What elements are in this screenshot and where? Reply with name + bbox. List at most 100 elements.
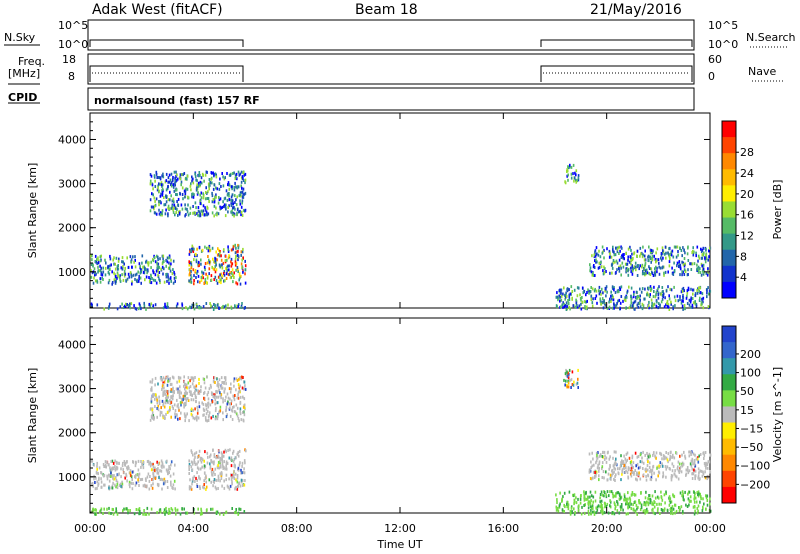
power-data-cell — [707, 271, 709, 275]
power-data-cell — [588, 291, 590, 295]
power-data-cell — [169, 198, 171, 202]
power-data-cell — [568, 295, 571, 299]
power-data-cell — [668, 294, 670, 298]
power-data-cell — [216, 213, 218, 217]
velocity-data-cell — [235, 508, 237, 511]
power-data-cell — [213, 198, 216, 202]
power-data-cell — [91, 271, 94, 275]
velocity-data-cell — [592, 510, 594, 514]
power-data-cell — [683, 248, 685, 252]
power-data-cell — [200, 196, 203, 200]
power-data-cell — [117, 275, 119, 279]
velocity-data-cell — [593, 510, 595, 514]
power-data-cell — [220, 254, 222, 258]
power-data-cell — [637, 301, 640, 305]
power-data-cell — [220, 281, 222, 285]
velocity-data-cell — [164, 480, 166, 483]
velocity-data-cell — [657, 465, 659, 469]
velocity-data-cell — [629, 498, 632, 502]
power-data-cell — [677, 253, 679, 257]
power-data-cell — [612, 259, 615, 262]
power-data-cell — [637, 305, 640, 309]
power-data-cell — [697, 259, 699, 263]
velocity-data-cell — [567, 385, 570, 389]
velocity-data-cell — [618, 511, 621, 515]
velocity-data-cell — [209, 466, 212, 470]
power-data-cell — [619, 301, 622, 305]
velocity-data-cell — [222, 411, 224, 415]
power-data-cell — [175, 276, 177, 280]
power-data-cell — [148, 261, 150, 265]
velocity-data-cell — [243, 471, 246, 475]
velocity-data-cell — [150, 397, 153, 401]
velocity-data-cell — [563, 491, 566, 495]
velocity-data-cell — [650, 476, 653, 479]
power-colorbar-segment — [722, 233, 736, 251]
power-data-cell — [566, 288, 568, 292]
power-data-cell — [618, 267, 620, 270]
velocity-data-cell — [192, 408, 194, 412]
power-data-cell — [157, 255, 159, 259]
power-data-cell — [190, 249, 192, 253]
power-data-cell — [133, 304, 135, 308]
velocity-data-cell — [121, 480, 123, 484]
power-data-cell — [636, 249, 639, 253]
velocity-data-cell — [645, 503, 647, 507]
power-data-cell — [599, 255, 602, 259]
velocity-data-cell — [672, 507, 675, 511]
power-data-cell — [244, 272, 246, 276]
velocity-data-cell — [657, 507, 659, 511]
velocity-data-cell — [219, 512, 221, 516]
velocity-ytick-label: 4000 — [58, 338, 86, 351]
velocity-data-cell — [108, 474, 111, 478]
velocity-data-cell — [221, 460, 224, 463]
power-data-cell — [161, 187, 164, 191]
power-data-cell — [218, 198, 221, 202]
power-data-cell — [567, 301, 570, 305]
power-data-cell — [181, 207, 184, 211]
velocity-data-cell — [188, 472, 190, 475]
power-data-cell — [656, 300, 658, 304]
velocity-data-cell — [244, 387, 247, 391]
power-data-cell — [692, 301, 695, 305]
power-data-cell — [232, 280, 234, 284]
velocity-data-cell — [215, 401, 218, 405]
velocity-panel-frame — [89, 317, 711, 514]
power-data-cell — [629, 255, 632, 259]
power-data-cell — [211, 265, 213, 269]
velocity-data-cell — [225, 511, 227, 515]
velocity-data-cell — [615, 457, 617, 461]
power-data-cell — [601, 251, 604, 255]
velocity-data-cell — [195, 451, 198, 455]
power-data-cell — [223, 305, 226, 309]
velocity-data-cell — [654, 512, 656, 516]
velocity-data-cell — [647, 474, 650, 478]
velocity-colorbar-segment — [722, 470, 736, 488]
velocity-data-cell — [677, 465, 679, 469]
velocity-data-cell — [583, 493, 585, 497]
velocity-data-cell — [236, 476, 239, 480]
nsky-tick-top: 10^5 — [58, 19, 89, 32]
power-data-cell — [662, 292, 665, 296]
power-data-cell — [620, 256, 623, 259]
power-data-cell — [205, 272, 207, 276]
velocity-data-cell — [161, 478, 164, 482]
power-data-cell — [187, 213, 190, 217]
velocity-data-cell — [631, 470, 634, 474]
velocity-data-cell — [615, 450, 617, 454]
power-data-cell — [212, 257, 214, 261]
power-data-cell — [630, 301, 633, 305]
power-colorbar-label: 28 — [740, 146, 754, 159]
power-data-cell — [189, 211, 192, 215]
velocity-data-cell — [615, 473, 617, 477]
velocity-data-cell — [583, 504, 585, 507]
velocity-data-cell — [150, 407, 152, 411]
power-data-cell — [172, 197, 175, 201]
velocity-data-cell — [133, 512, 136, 516]
power-data-cell — [244, 281, 247, 285]
velocity-data-cell — [190, 407, 193, 411]
velocity-data-cell — [598, 469, 600, 473]
power-data-cell — [195, 188, 198, 192]
power-data-cell — [165, 275, 168, 279]
power-data-cell — [213, 183, 216, 187]
